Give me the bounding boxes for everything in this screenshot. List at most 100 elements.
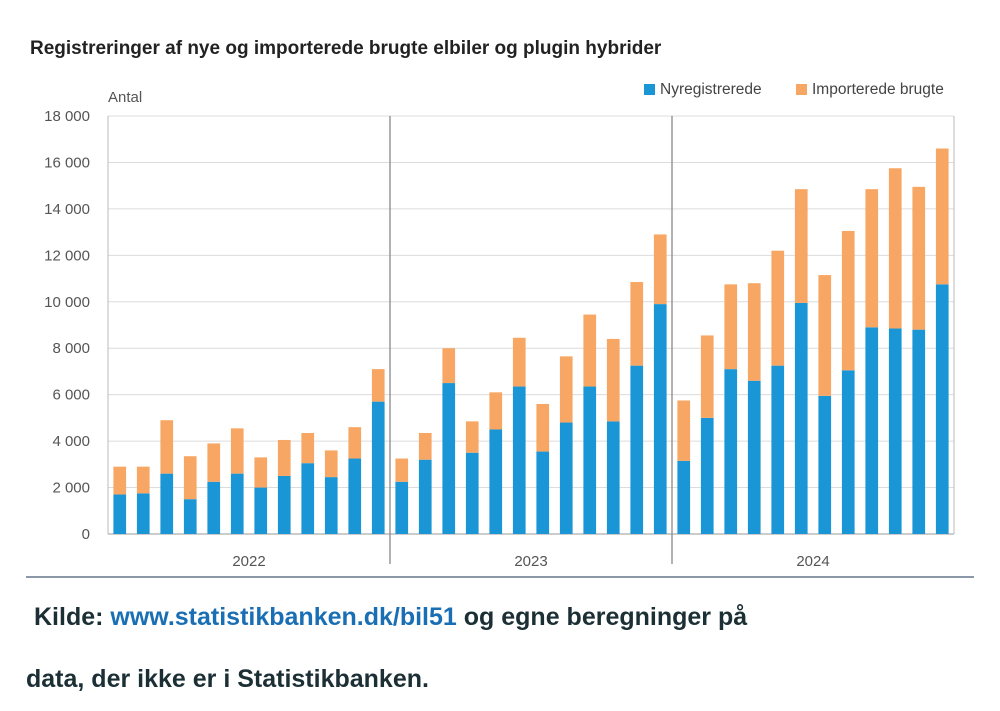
- x-group-label: 2022: [232, 553, 265, 570]
- bar-nyregistrerede: [418, 459, 432, 534]
- bar-importerede-brugte: [348, 427, 362, 459]
- bar-nyregistrerede: [442, 383, 456, 534]
- bar-importerede-brugte: [136, 466, 150, 494]
- bar-importerede-brugte: [395, 458, 409, 482]
- bar-nyregistrerede: [183, 499, 197, 534]
- x-group-label: 2023: [514, 553, 547, 570]
- x-group-label: 2024: [796, 553, 829, 570]
- bar-importerede-brugte: [794, 189, 808, 303]
- bar-importerede-brugte: [865, 189, 879, 328]
- bar-nyregistrerede: [747, 380, 761, 534]
- bar-importerede-brugte: [818, 275, 832, 396]
- bar-nyregistrerede: [677, 460, 691, 534]
- bar-importerede-brugte: [254, 457, 268, 488]
- bar-importerede-brugte: [371, 369, 385, 402]
- bar-importerede-brugte: [230, 428, 244, 474]
- source-note: Kilde: www.statistikbanken.dk/bil51 og e…: [0, 586, 1000, 710]
- legend-label: Importerede brugte: [812, 81, 944, 98]
- y-tick-label: 2 000: [52, 480, 90, 497]
- bar-importerede-brugte: [183, 456, 197, 500]
- bar-importerede-brugte: [771, 250, 785, 366]
- bar-nyregistrerede: [818, 395, 832, 534]
- bar-nyregistrerede: [771, 365, 785, 534]
- y-tick-label: 0: [82, 526, 90, 543]
- bar-importerede-brugte: [512, 337, 526, 387]
- bar-nyregistrerede: [207, 481, 221, 534]
- bar-nyregistrerede: [113, 494, 127, 534]
- bar-importerede-brugte: [113, 466, 127, 495]
- bar-importerede-brugte: [277, 439, 291, 476]
- bar-nyregistrerede: [324, 477, 338, 534]
- y-tick-label: 12 000: [44, 247, 90, 264]
- bar-importerede-brugte: [160, 420, 174, 474]
- bar-importerede-brugte: [559, 356, 573, 423]
- bar-importerede-brugte: [606, 338, 620, 422]
- bar-nyregistrerede: [230, 473, 244, 534]
- bar-nyregistrerede: [136, 493, 150, 534]
- bar-importerede-brugte: [747, 283, 761, 381]
- bar-nyregistrerede: [512, 386, 526, 534]
- bar-nyregistrerede: [606, 421, 620, 534]
- bar-nyregistrerede: [348, 458, 362, 534]
- y-tick-label: 18 000: [44, 108, 90, 125]
- bar-nyregistrerede: [395, 481, 409, 534]
- bar-nyregistrerede: [630, 365, 644, 534]
- bar-importerede-brugte: [724, 284, 738, 370]
- bar-importerede-brugte: [465, 421, 479, 453]
- bar-nyregistrerede: [841, 370, 855, 534]
- bar-nyregistrerede: [583, 386, 597, 534]
- source-suffix: og egne beregninger på: [456, 603, 748, 631]
- bar-importerede-brugte: [888, 168, 902, 329]
- source-line-1: Kilde: www.statistikbanken.dk/bil51 og e…: [0, 586, 1000, 648]
- bar-nyregistrerede: [371, 401, 385, 534]
- bar-nyregistrerede: [254, 487, 268, 534]
- y-tick-label: 10 000: [44, 294, 90, 311]
- divider: [26, 576, 974, 578]
- bar-importerede-brugte: [677, 400, 691, 461]
- y-tick-label: 4 000: [52, 433, 90, 450]
- bar-nyregistrerede: [912, 329, 926, 534]
- chart-panel: Registreringer af nye og importerede bru…: [14, 18, 974, 574]
- bar-importerede-brugte: [700, 335, 714, 418]
- bar-importerede-brugte: [324, 450, 338, 478]
- stacked-bar-chart: 0 2 000 4 000 6 000 8 000 10 000 12 000 14 000 1…: [44, 81, 955, 570]
- bar-nyregistrerede: [888, 328, 902, 534]
- bar-importerede-brugte: [489, 392, 503, 430]
- bar-nyregistrerede: [465, 452, 479, 534]
- bar-importerede-brugte: [207, 443, 221, 482]
- bar-nyregistrerede: [700, 417, 714, 534]
- bar-importerede-brugte: [536, 403, 550, 452]
- source-link[interactable]: www.statistikbanken.dk/bil51: [110, 603, 457, 631]
- bar-nyregistrerede: [794, 302, 808, 534]
- legend-swatch: [644, 84, 655, 95]
- y-tick-label: 6 000: [52, 387, 90, 404]
- y-tick-label: 16 000: [44, 154, 90, 171]
- bar-importerede-brugte: [653, 234, 667, 305]
- bar-importerede-brugte: [912, 186, 926, 330]
- bar-nyregistrerede: [865, 327, 879, 534]
- bar-nyregistrerede: [935, 284, 949, 534]
- bar-importerede-brugte: [418, 432, 432, 460]
- bar-nyregistrerede: [536, 451, 550, 534]
- bar-importerede-brugte: [442, 348, 456, 384]
- bar-importerede-brugte: [630, 282, 644, 366]
- bar-nyregistrerede: [559, 422, 573, 534]
- bar-nyregistrerede: [724, 369, 738, 534]
- source-line-2: data, der ikke er i Statistikbanken.: [26, 665, 429, 693]
- bar-importerede-brugte: [841, 230, 855, 371]
- legend-swatch: [796, 84, 807, 95]
- legend-label: Nyregistrerede: [660, 81, 762, 98]
- bar-importerede-brugte: [301, 432, 315, 464]
- y-axis-label: Antal: [108, 89, 142, 106]
- bar-importerede-brugte: [935, 148, 949, 285]
- source-prefix: Kilde:: [34, 603, 111, 631]
- bar-nyregistrerede: [301, 463, 315, 534]
- bar-nyregistrerede: [160, 473, 174, 534]
- y-tick-label: 8 000: [52, 340, 90, 357]
- bar-nyregistrerede: [653, 304, 667, 534]
- bar-importerede-brugte: [583, 314, 597, 387]
- chart-title: Registreringer af nye og importerede bru…: [30, 38, 662, 59]
- bar-nyregistrerede: [489, 429, 503, 534]
- y-tick-label: 14 000: [44, 201, 90, 218]
- bar-nyregistrerede: [277, 475, 291, 534]
